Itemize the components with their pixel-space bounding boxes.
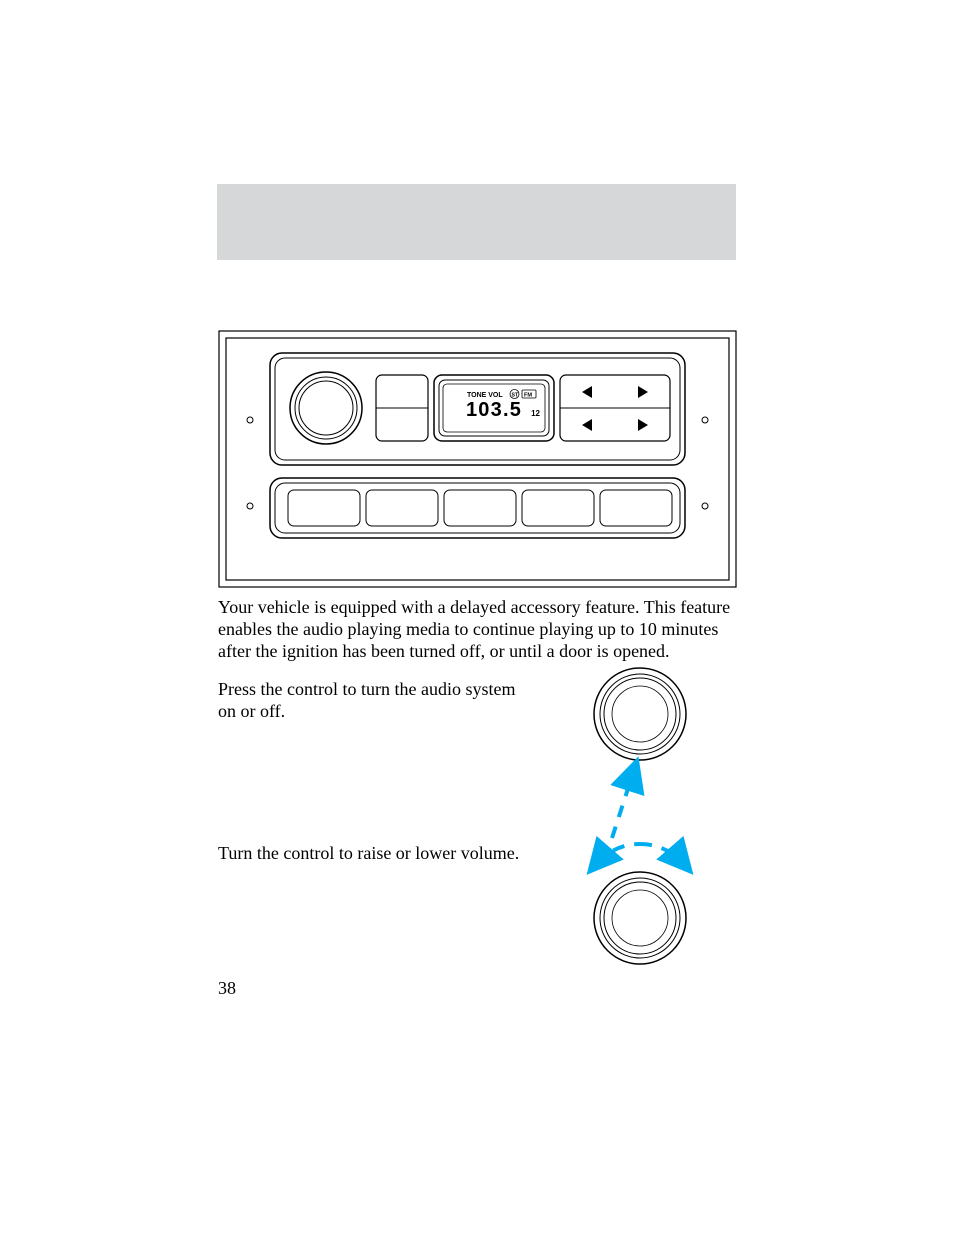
display-fm-label: FM bbox=[524, 393, 532, 399]
rotate-left-arrow-icon bbox=[596, 844, 640, 864]
paragraph-turn: Turn the control to raise or lower volum… bbox=[218, 842, 528, 864]
knob-diagram bbox=[540, 666, 740, 971]
rotate-right-arrow-icon bbox=[640, 844, 684, 864]
display-frequency: 103.5 bbox=[466, 399, 522, 421]
paragraph-intro: Your vehicle is equipped with a delayed … bbox=[218, 596, 737, 662]
push-arrow-icon bbox=[612, 770, 634, 838]
page: TONE VOL ST FM 103.5 12 Your vehicle is … bbox=[0, 0, 954, 1235]
display-top-labels: TONE VOL bbox=[467, 392, 503, 399]
display-preset: 12 bbox=[531, 409, 540, 418]
radio-figure: TONE VOL ST FM 103.5 12 bbox=[218, 330, 737, 588]
paragraph-press: Press the control to turn the audio syst… bbox=[218, 678, 528, 722]
header-banner bbox=[217, 184, 736, 260]
page-number: 38 bbox=[218, 978, 236, 999]
display-st-icon: ST bbox=[512, 392, 519, 398]
